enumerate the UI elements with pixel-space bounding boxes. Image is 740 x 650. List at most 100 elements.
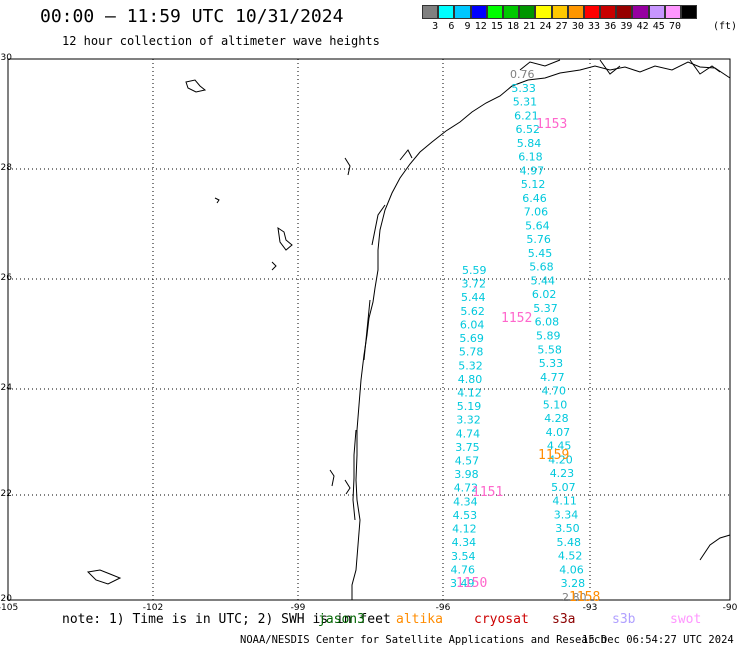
color-scale-label: 42 bbox=[636, 21, 649, 32]
color-swatch bbox=[632, 5, 649, 19]
color-scale-label: 18 bbox=[507, 21, 520, 32]
track-b-value: 5.19 bbox=[457, 400, 482, 413]
track-a-value: 4.77 bbox=[540, 371, 565, 384]
color-swatch bbox=[486, 5, 503, 19]
track-b-value: 4.74 bbox=[456, 427, 481, 440]
track-a-value: 5.45 bbox=[528, 247, 553, 260]
coastline bbox=[86, 59, 731, 600]
mission-altika: altika bbox=[396, 612, 443, 627]
mission-jason3: jason3 bbox=[318, 612, 365, 627]
pass-label-1159: 1159 bbox=[538, 448, 569, 463]
track-a-value: 5.33 bbox=[511, 82, 536, 95]
color-swatch bbox=[470, 5, 487, 19]
color-swatch bbox=[567, 5, 584, 19]
track-b-value: 5.44 bbox=[461, 291, 486, 304]
credit-text: NOAA/NESDIS Center for Satellite Applica… bbox=[240, 634, 607, 646]
footer-note: note: 1) Time is in UTC; 2) SWH is in fe… bbox=[62, 612, 391, 627]
track-b-value: 3.98 bbox=[454, 468, 479, 481]
pass-label-1150: 1150 bbox=[456, 576, 487, 591]
track-b-value: 3.72 bbox=[462, 278, 487, 291]
track-a-value: 6.46 bbox=[522, 192, 547, 205]
track-a-value: 5.68 bbox=[529, 261, 554, 274]
track-b-value: 4.80 bbox=[458, 373, 483, 386]
map-title: 00:00 – 11:59 UTC 10/31/2024 bbox=[40, 6, 344, 27]
track-b-value: 4.53 bbox=[453, 509, 478, 522]
longitude-label: -90 bbox=[723, 603, 738, 613]
track-b-value: 5.69 bbox=[459, 332, 484, 345]
track-b-value: 6.04 bbox=[460, 318, 485, 331]
color-scale-label: 39 bbox=[620, 21, 633, 32]
track-a-value: 5.89 bbox=[536, 330, 561, 343]
track-b-value: 4.12 bbox=[457, 387, 482, 400]
pass-label-1158: 1158 bbox=[569, 590, 600, 605]
track-b-value: 5.78 bbox=[459, 346, 484, 359]
color-swatch bbox=[454, 5, 471, 19]
mission-s3a: s3a bbox=[552, 612, 576, 627]
track-a-value: 5.58 bbox=[537, 343, 562, 356]
track-a-value: 5.44 bbox=[531, 274, 556, 287]
color-scale-label: 12 bbox=[474, 21, 487, 32]
track-a-value: 5.76 bbox=[526, 233, 551, 246]
track-a-value: 6.52 bbox=[516, 123, 541, 136]
track-a-value: 4.97 bbox=[520, 164, 545, 177]
color-swatch bbox=[551, 5, 568, 19]
longitude-label: -93 bbox=[583, 603, 598, 613]
track-b-value: 3.54 bbox=[451, 550, 476, 563]
track-b-value: 3.75 bbox=[455, 441, 480, 454]
track-a-value: 7.06 bbox=[524, 206, 549, 219]
track-b-value: 5.62 bbox=[460, 305, 485, 318]
color-scale-label: 3 bbox=[432, 21, 439, 32]
track-a-value: 4.52 bbox=[558, 550, 583, 563]
color-scale-bar bbox=[422, 5, 698, 19]
mission-swot: swot bbox=[670, 612, 702, 627]
latitude-label: 26 bbox=[1, 273, 13, 283]
track-b-value: 4.57 bbox=[455, 455, 480, 468]
latitude-label: 30 bbox=[1, 53, 13, 63]
track-a-value: 4.23 bbox=[550, 467, 575, 480]
track-b: 5.593.725.445.626.045.695.785.324.804.12… bbox=[450, 264, 487, 590]
track-b-value: 5.32 bbox=[458, 359, 483, 372]
color-scale-label: 33 bbox=[588, 21, 601, 32]
color-swatch bbox=[648, 5, 665, 19]
color-swatch bbox=[422, 5, 439, 19]
latitude-label: 28 bbox=[1, 163, 13, 173]
track-b-value: 4.34 bbox=[453, 495, 478, 508]
track-a-value: 4.06 bbox=[559, 564, 584, 577]
track-a-value: 5.64 bbox=[525, 219, 550, 232]
pass-label-1151: 1151 bbox=[472, 485, 503, 500]
color-scale-label: 70 bbox=[668, 21, 681, 32]
color-swatch bbox=[583, 5, 601, 19]
longitude-label: -96 bbox=[436, 603, 451, 613]
color-swatch bbox=[519, 5, 536, 19]
track-a-value: 0.76 bbox=[510, 68, 535, 81]
color-scale-label: 27 bbox=[555, 21, 568, 32]
track-a-value: 5.48 bbox=[557, 536, 582, 549]
longitude-label: -99 bbox=[291, 603, 306, 613]
color-scale-label: 45 bbox=[652, 21, 665, 32]
track-a-value: 4.45 bbox=[547, 440, 572, 453]
track-a-value: 4.20 bbox=[548, 453, 573, 466]
track-a-value: 4.70 bbox=[542, 385, 567, 398]
track-a: 0.765.335.316.216.525.846.184.975.126.46… bbox=[510, 68, 587, 604]
track-a-value: 6.08 bbox=[535, 316, 560, 329]
color-scale-label: 36 bbox=[604, 21, 617, 32]
map-frame bbox=[7, 58, 731, 601]
color-scale-unit: (ft) bbox=[713, 21, 738, 32]
track-b-value: 4.72 bbox=[454, 482, 479, 495]
track-a-value: 5.84 bbox=[517, 137, 542, 150]
graticule bbox=[8, 59, 730, 600]
axis-labels: 30 28 26 24 22 20-105 -102 -99 -96 -93 -90 bbox=[0, 53, 738, 613]
color-swatch bbox=[600, 5, 617, 19]
track-a-value: 2.80 bbox=[562, 591, 587, 604]
track-a-value: 6.18 bbox=[518, 151, 543, 164]
color-swatch bbox=[681, 5, 698, 19]
track-a-value: 5.10 bbox=[543, 398, 568, 411]
track-a-value: 3.28 bbox=[561, 577, 586, 590]
map-subtitle: 12 hour collection of altimeter wave hei… bbox=[62, 34, 380, 48]
track-a-value: 6.02 bbox=[532, 288, 557, 301]
track-b-value: 3.32 bbox=[456, 414, 481, 427]
track-a-value: 6.21 bbox=[514, 109, 539, 122]
pass-label-1152: 1152 bbox=[501, 311, 532, 326]
track-b-value: 3.49 bbox=[450, 577, 475, 590]
color-scale-label: 21 bbox=[523, 21, 536, 32]
